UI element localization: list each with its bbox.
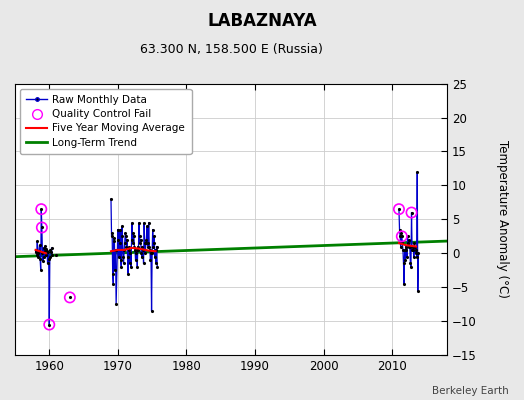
Text: LABAZNAYA: LABAZNAYA: [207, 12, 317, 30]
Raw Monthly Data: [32, 250, 39, 254]
Raw Monthly Data: [45, 250, 51, 254]
Raw Monthly Data: [48, 250, 54, 254]
Quality Control Fail: [407, 209, 416, 216]
Quality Control Fail: [66, 294, 74, 301]
Raw Monthly Data: [37, 256, 43, 261]
Raw Monthly Data: [40, 246, 47, 250]
Y-axis label: Temperature Anomaly (°C): Temperature Anomaly (°C): [496, 140, 509, 298]
Raw Monthly Data: [47, 254, 53, 259]
Raw Monthly Data: [34, 253, 40, 258]
Raw Monthly Data: [39, 225, 45, 230]
Raw Monthly Data: [37, 243, 43, 248]
Quality Control Fail: [45, 321, 53, 328]
Text: Berkeley Earth: Berkeley Earth: [432, 386, 508, 396]
Raw Monthly Data: [48, 246, 54, 250]
Raw Monthly Data: [36, 249, 42, 254]
Raw Monthly Data: [39, 250, 46, 255]
Raw Monthly Data: [43, 253, 49, 258]
Raw Monthly Data: [34, 239, 40, 244]
Raw Monthly Data: [42, 244, 48, 248]
Raw Monthly Data: [41, 254, 47, 259]
Raw Monthly Data: [45, 261, 51, 266]
Raw Monthly Data: [49, 253, 56, 258]
Raw Monthly Data: [43, 246, 50, 251]
Raw Monthly Data: [35, 251, 41, 256]
Quality Control Fail: [395, 206, 403, 212]
Raw Monthly Data: [41, 249, 48, 254]
Raw Monthly Data: [38, 207, 45, 212]
Five Year Moving Average: [43, 251, 49, 256]
Raw Monthly Data: [35, 254, 41, 259]
Quality Control Fail: [37, 206, 46, 212]
Title: 63.300 N, 158.500 E (Russia): 63.300 N, 158.500 E (Russia): [139, 43, 322, 56]
Raw Monthly Data: [47, 248, 53, 252]
Line: Raw Monthly Data: Raw Monthly Data: [36, 209, 52, 324]
Raw Monthly Data: [46, 322, 52, 327]
Raw Monthly Data: [33, 248, 39, 252]
Line: Five Year Moving Average: Five Year Moving Average: [36, 250, 46, 253]
Raw Monthly Data: [38, 268, 44, 273]
Raw Monthly Data: [40, 259, 46, 264]
Raw Monthly Data: [46, 257, 52, 262]
Five Year Moving Average: [32, 248, 39, 252]
Raw Monthly Data: [44, 248, 50, 253]
Quality Control Fail: [38, 224, 46, 231]
Quality Control Fail: [398, 233, 406, 240]
Legend: Raw Monthly Data, Quality Control Fail, Five Year Moving Average, Long-Term Tren: Raw Monthly Data, Quality Control Fail, …: [20, 89, 191, 154]
